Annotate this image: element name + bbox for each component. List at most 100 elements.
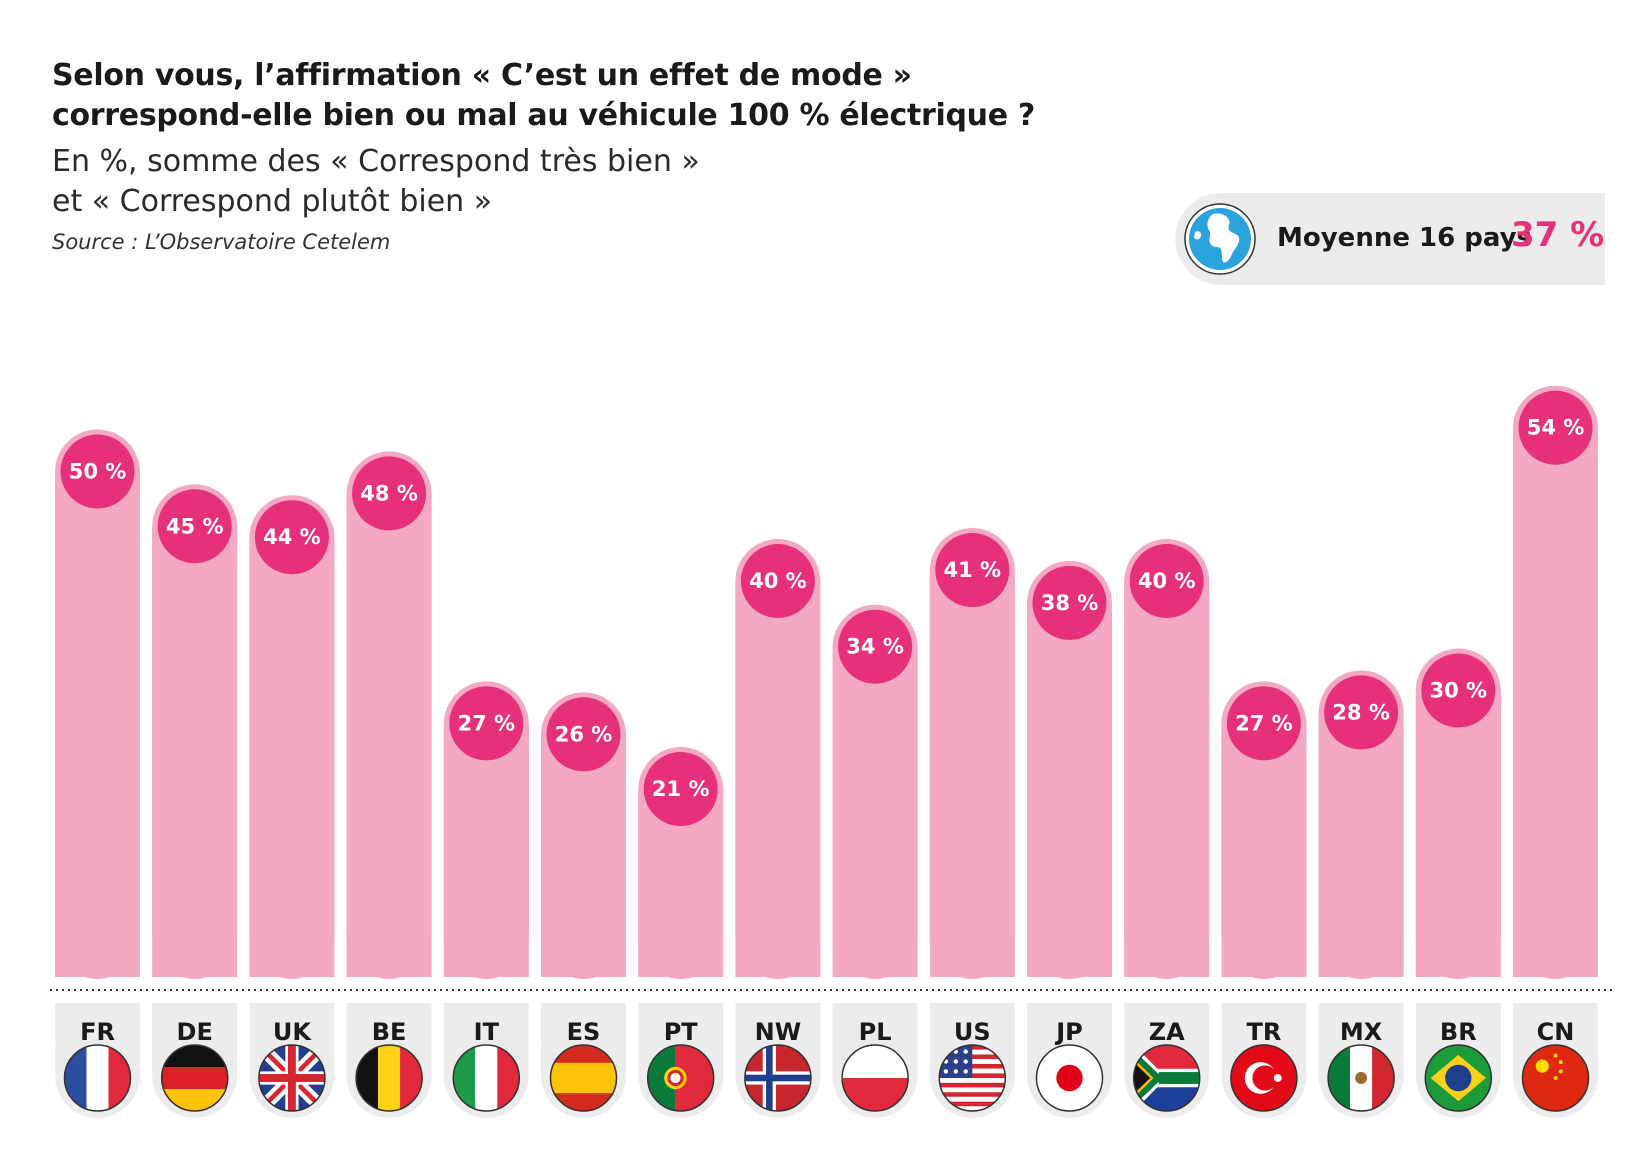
bar-uk: 44 % [249,495,335,979]
flag-de-icon [160,1044,229,1112]
category-jp: JP [1027,1003,1112,1118]
category-pill-top [929,1003,1015,1043]
bar-de: 45 % [152,484,238,979]
flag-pl-icon [841,1044,909,1112]
data-label-bubble [1032,565,1107,640]
data-label-bubble [254,500,329,575]
subtitle-line-2: et « Correspond plutôt bien » [52,184,493,219]
bar-body [249,537,335,977]
flag-uk-icon [258,1044,326,1112]
data-label-bubble [546,697,621,772]
bar-body [55,472,140,977]
data-label: 40 % [1138,569,1196,593]
category-uk: UK [249,1003,335,1118]
bar-mx: 28 % [1318,670,1404,979]
bar-body [1415,691,1501,977]
chart-title: Selon vous, l’affirmation « C’est un eff… [52,56,1035,136]
bar-it: 27 % [443,681,529,979]
flag-be-icon [355,1044,423,1112]
tick-label: TR [1246,1018,1281,1046]
data-label: 27 % [458,711,516,735]
flag-za-icon [1132,1044,1201,1112]
bar-body [443,723,529,977]
category-pill-top [1513,1003,1598,1043]
category-pill-top [249,1003,335,1043]
category-pill-top [1415,1003,1501,1043]
bar-body [1318,712,1404,977]
title-line-1: Selon vous, l’affirmation « C’est un eff… [52,58,912,93]
bar-br: 30 % [1415,648,1501,979]
category-pill-top [735,1003,821,1043]
bar-cn: 54 % [1513,385,1598,979]
data-label: 34 % [846,635,904,659]
flag-jp-icon [1035,1044,1104,1112]
tick-label: BE [372,1018,407,1046]
data-label-bubble [838,609,913,684]
category-pill-top [152,1003,238,1043]
flag-br-icon [1424,1044,1493,1112]
category-pt: PT [638,1003,724,1118]
bars-layer: 50 % 45 % 44 % 48 % 27 % 26 % 21 % 40 % 34 % 41 %… [55,385,1598,979]
source-note: Source : L’Observatoire Cetelem [52,230,391,254]
data-label: 28 % [1332,700,1390,724]
bar-body [1124,581,1210,977]
category-br: BR [1415,1003,1501,1118]
flag-es-icon [549,1044,618,1112]
tick-label: US [954,1018,991,1046]
chart-subtitle: En %, somme des « Correspond très bien »… [52,142,700,222]
data-label-bubble [352,456,427,531]
title-line-2: correspond-elle bien ou mal au véhicule … [52,98,1035,133]
data-label-bubble [157,489,232,564]
data-label-bubble [740,544,815,618]
category-es: ES [541,1003,626,1118]
category-pill-top [541,1003,626,1043]
category-cn: CN [1513,1003,1598,1118]
data-label: 40 % [749,569,807,593]
data-label: 41 % [944,558,1002,582]
tick-label: NW [755,1018,802,1046]
bar-pt: 21 % [638,747,724,979]
data-label-bubble [935,533,1010,608]
category-pill-top [1221,1003,1307,1043]
bar-es: 26 % [541,692,626,979]
tick-label: BR [1440,1018,1477,1046]
bar-body [1221,723,1307,977]
flag-no-icon [744,1044,812,1112]
data-label: 48 % [360,481,418,505]
tick-label: CN [1537,1018,1575,1046]
category-pill-top [832,1003,918,1043]
data-label: 54 % [1527,416,1585,440]
data-label: 27 % [1235,711,1293,735]
tick-label: PT [664,1018,699,1046]
flag-mx-icon [1327,1044,1395,1112]
bar-jp: 38 % [1027,560,1112,979]
category-be: BE [346,1003,432,1118]
bar-body [1513,428,1598,977]
bar-body [832,647,918,977]
flag-tr-icon [1230,1044,1298,1112]
tick-label: PL [859,1018,892,1046]
bar-nw: 40 % [735,539,821,979]
category-pill-top [1124,1003,1210,1043]
category-layer: FR DE UK BE IT ES PT NW PL US JP ZA TR MX BR CN [55,1003,1598,1118]
category-it: IT [443,1003,529,1118]
tick-label: ES [567,1018,601,1046]
tick-label: IT [474,1018,500,1046]
data-label-bubble [1421,653,1496,728]
flag-fr-icon [63,1044,132,1112]
category-pill-top [55,1003,140,1043]
data-label: 44 % [263,525,321,549]
bar-za: 40 % [1124,539,1210,979]
subtitle-line-1: En %, somme des « Correspond très bien » [52,144,700,179]
data-label-bubble [1129,544,1204,618]
average-badge: Moyenne 16 pays 37 % [1175,193,1605,285]
bar-body [929,570,1015,977]
data-label-bubble [1226,686,1301,761]
category-pl: PL [832,1003,918,1118]
flag-cn-icon [1521,1044,1590,1112]
bar-body [346,493,432,977]
tick-label: ZA [1149,1018,1185,1046]
data-label-bubble [1518,390,1593,465]
tick-label: FR [80,1018,115,1046]
